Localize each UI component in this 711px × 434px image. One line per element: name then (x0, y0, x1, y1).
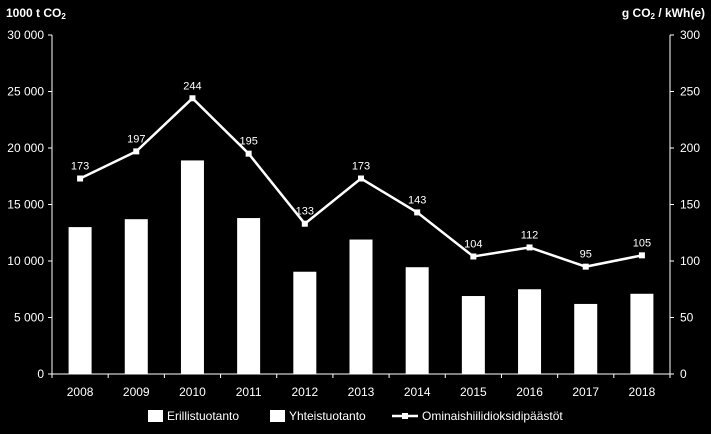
line-marker (133, 148, 140, 155)
x-tick-label: 2011 (236, 385, 262, 399)
bar-2012 (293, 271, 317, 374)
data-label: 173 (71, 161, 89, 173)
data-label: 112 (521, 229, 539, 241)
data-label: 197 (127, 133, 145, 145)
x-tick-label: 2008 (67, 385, 94, 399)
bar-2014 (405, 267, 429, 374)
x-tick-label: 2016 (516, 385, 543, 399)
line-marker (414, 209, 421, 216)
data-label: 95 (580, 249, 592, 261)
x-tick-label: 2010 (179, 385, 206, 399)
right-axis-unit: g CO2 / kWh(e) (621, 6, 705, 21)
legend-label: Ominaishiilidioksidipäästöt (422, 409, 563, 423)
y-left-tick-label: 30 000 (7, 28, 44, 42)
legend-label: Erillistuotanto (167, 409, 239, 423)
data-label: 133 (296, 206, 314, 218)
line-marker (358, 175, 364, 182)
x-tick-label: 2009 (123, 385, 150, 399)
bar-2010 (180, 160, 204, 374)
y-right-tick-label: 100 (680, 254, 700, 268)
y-right-tick-label: 50 (680, 311, 694, 325)
data-label: 173 (352, 161, 370, 173)
legend: Erillistuotanto Yhteistuotanto Ominaishiil… (148, 409, 563, 423)
line-marker (638, 252, 645, 259)
bar-2009 (124, 219, 148, 374)
line-marker (582, 263, 589, 270)
bar-2016 (518, 289, 542, 374)
line-marker (77, 175, 84, 182)
y-right-tick-label: 250 (680, 85, 700, 99)
data-label: 195 (239, 136, 257, 148)
line-marker (470, 253, 477, 260)
line-marker (526, 244, 533, 251)
y-right-tick-label: 300 (680, 28, 700, 42)
bar-2018 (630, 293, 654, 374)
y-right-tick-label: 0 (680, 367, 687, 381)
legend-label: Yhteistuotanto (289, 409, 366, 423)
bar-2008 (68, 227, 92, 374)
data-labels: 173 197 244 195 133 173 143 104 112 95 105 (71, 80, 651, 260)
x-tick-label: 2014 (404, 385, 431, 399)
legend-swatch (270, 410, 285, 422)
y-left-tick-label: 0 (37, 367, 44, 381)
axes: 0 5 000 10 000 15 000 20 000 25 000 30 000 0 50 1… (7, 28, 700, 399)
x-tick-label: 2012 (291, 385, 318, 399)
bar-2011 (237, 218, 261, 374)
y-left-tick-label: 20 000 (7, 141, 44, 155)
bar-2017 (574, 303, 598, 374)
y-right-tick-label: 150 (680, 198, 700, 212)
bar-2013 (349, 239, 373, 374)
x-tick-label: 2013 (348, 385, 375, 399)
data-label: 104 (464, 238, 482, 250)
bars (68, 160, 654, 374)
y-left-tick-label: 5 000 (14, 311, 44, 325)
legend-swatch (148, 410, 163, 422)
line-marker (189, 95, 196, 102)
left-axis-unit: 1000 t CO2 (6, 6, 66, 21)
line-marker (245, 150, 252, 157)
x-tick-label: 2017 (572, 385, 599, 399)
emission-line (77, 95, 645, 270)
y-right-tick-label: 200 (680, 141, 700, 155)
y-left-tick-label: 15 000 (7, 198, 44, 212)
x-tick-label: 2018 (629, 385, 656, 399)
y-left-tick-label: 10 000 (7, 254, 44, 268)
data-label: 244 (183, 80, 201, 92)
data-label: 143 (408, 194, 426, 206)
y-left-tick-label: 25 000 (7, 85, 44, 99)
x-tick-label: 2015 (460, 385, 487, 399)
line-marker (301, 220, 308, 227)
bar-2015 (461, 296, 485, 374)
legend-marker (402, 413, 408, 419)
data-label: 105 (633, 237, 651, 249)
